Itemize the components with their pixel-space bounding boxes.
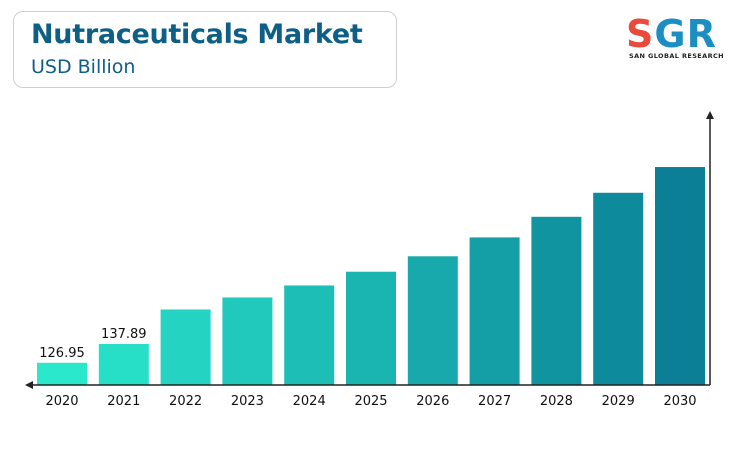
y-axis-arrow	[706, 111, 714, 119]
logo-wordmark: SGR	[626, 12, 717, 56]
data-label-2020: 126.95	[39, 346, 85, 361]
labels-group: 2020 126.95 2021 137.89 2022 2023 2024 2025 2026…	[39, 327, 696, 409]
bar-2026	[407, 256, 458, 385]
x-tick-label-2025: 2025	[354, 394, 387, 409]
x-tick-label-2022: 2022	[169, 394, 202, 409]
bar-2022	[160, 309, 211, 385]
logo-letters-gr: GR	[654, 12, 717, 56]
x-tick-label-2026: 2026	[416, 394, 449, 409]
bar-2025	[346, 271, 396, 385]
chart-title: Nutraceuticals Market	[31, 19, 363, 50]
bar-2029	[593, 192, 644, 385]
bar-2030	[655, 167, 705, 385]
axes-group	[25, 111, 714, 389]
x-tick-label-2027: 2027	[478, 394, 511, 409]
bar-2021	[98, 343, 149, 385]
x-axis-arrow	[25, 381, 33, 389]
bars-group	[37, 167, 705, 385]
logo-tagline: SAN GLOBAL RESEARCH	[629, 52, 724, 60]
title-box: Nutraceuticals Market USD Billion	[13, 11, 397, 88]
x-tick-label-2023: 2023	[231, 394, 264, 409]
x-tick-label-2028: 2028	[540, 394, 573, 409]
bar-2028	[531, 216, 582, 385]
x-tick-label-2030: 2030	[663, 394, 696, 409]
bar-2020	[37, 362, 87, 385]
bar-2024	[284, 285, 335, 385]
logo-letter-s: S	[626, 12, 655, 56]
bar-2027	[469, 237, 520, 385]
chart-subtitle: USD Billion	[31, 56, 136, 78]
x-tick-label-2020: 2020	[45, 394, 78, 409]
x-tick-label-2024: 2024	[293, 394, 326, 409]
sgr-logo: SGR SAN GLOBAL RESEARCH	[622, 12, 726, 64]
bar-2023	[222, 297, 273, 385]
x-tick-label-2021: 2021	[107, 394, 140, 409]
x-tick-label-2029: 2029	[602, 394, 635, 409]
data-label-2021: 137.89	[101, 327, 147, 342]
